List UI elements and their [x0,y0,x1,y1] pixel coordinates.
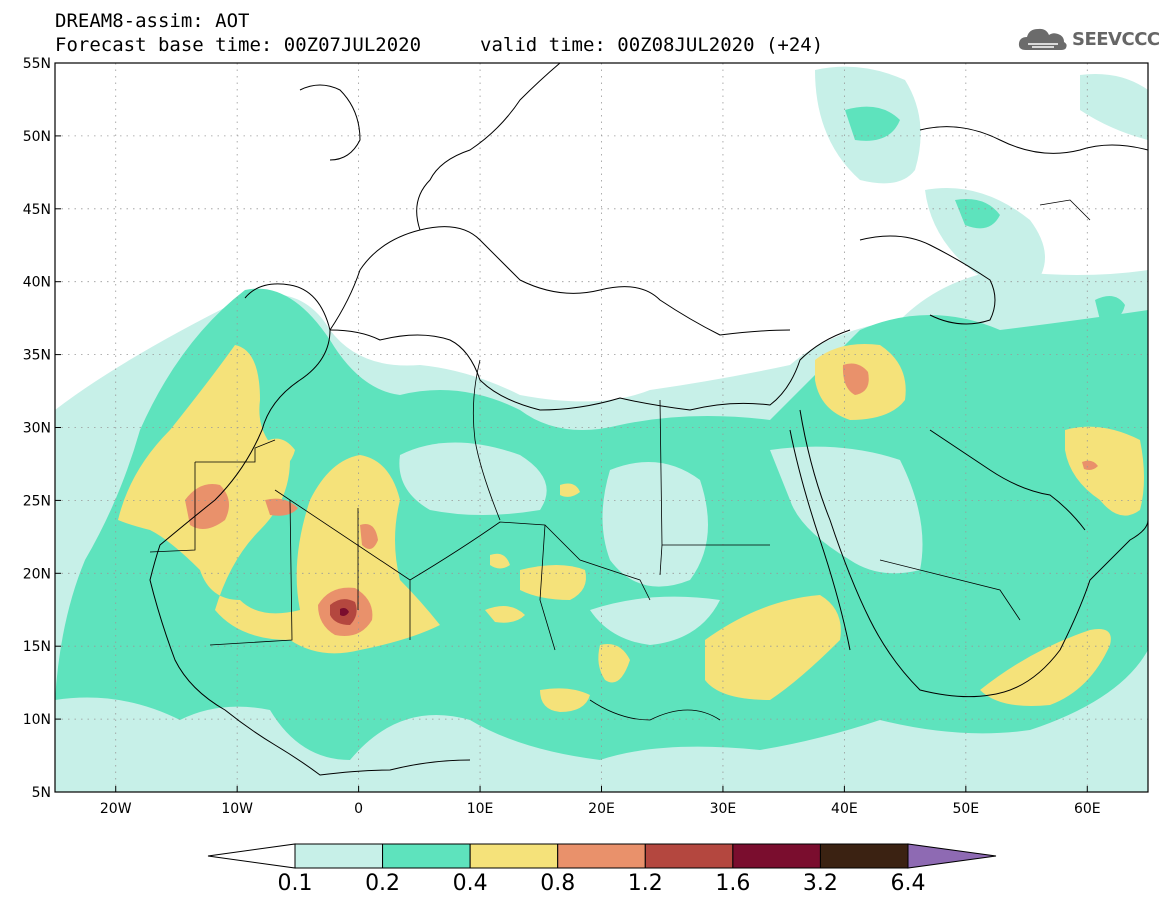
base-time: Forecast base time: 00Z07JUL2020 [55,34,422,56]
colorbar-box [819,843,909,869]
lat-tick-label: 55N [23,56,51,72]
colorbar-level-label: 0.8 [540,871,575,896]
colorbar-level-label: 1.6 [715,871,750,896]
colorbar-level-label: 6.4 [891,871,926,896]
colorbar-over-triangle [907,843,997,869]
colorbar-level-label: 3.2 [803,871,838,896]
colorbar-box [732,843,821,869]
lon-tick-label: 20W [100,801,132,817]
colorbar-level-label: 0.1 [278,871,313,896]
lat-tick-label: 15N [23,639,51,655]
lon-tick-label: 50E [952,801,979,817]
lat-tick-label: 50N [23,129,51,145]
lat-tick-label: 5N [32,785,51,801]
lat-tick-label: 40N [23,275,51,291]
lon-tick-label: 30E [710,801,737,817]
colorbar-box [469,843,559,869]
colorbar-level-label: 1.2 [628,871,663,896]
lon-tick-label: 10E [467,801,494,817]
aot-level-1.6 [340,608,349,616]
lat-tick-label: 45N [23,202,51,218]
country-borders [149,199,1091,721]
lon-tick-label: 40E [831,801,858,817]
map-title: DREAM8-assim: AOT [55,10,250,32]
valid-time: valid time: 00Z08JUL2020 (+24) [480,34,824,56]
colorbar-box [557,843,646,869]
lon-tick-label: 10W [221,801,253,817]
logo-text: SEEVCCC [1072,28,1160,50]
lat-tick-label: 25N [23,493,51,509]
colorbar-box [294,843,384,869]
colorbar-box [382,843,471,869]
cloud-icon [1018,28,1067,50]
lon-tick-label: 0 [354,801,363,817]
colorbar-under-triangle [207,843,296,869]
latitude-axis: 55N 50N 45N 40N 35N 30N 25N 20N 15N 10N 5N [23,56,61,801]
lon-tick-label: 20E [588,801,615,817]
aot-level-0.1-interior [399,442,923,645]
seevccc-logo: SEEVCCC [1018,24,1160,54]
lon-tick-label: 60E [1074,801,1101,817]
longitude-axis: 20W 10W 0 10E 20E 30E 40E 50E 60E [100,786,1101,817]
coastlines [149,63,1148,776]
colorbar-level-label: 0.4 [453,871,488,896]
lat-tick-label: 35N [23,348,51,364]
forecast-times: Forecast base time: 00Z07JUL2020 valid ti… [55,34,823,56]
lat-tick-label: 20N [23,566,51,582]
colorbar-level-label: 0.2 [365,871,400,896]
colorbar: 0.1 0.2 0.4 0.8 1.2 1.6 3.2 6.4 [207,843,997,896]
lat-tick-label: 30N [23,421,51,437]
colorbar-box [644,843,734,869]
lat-tick-label: 10N [23,712,51,728]
